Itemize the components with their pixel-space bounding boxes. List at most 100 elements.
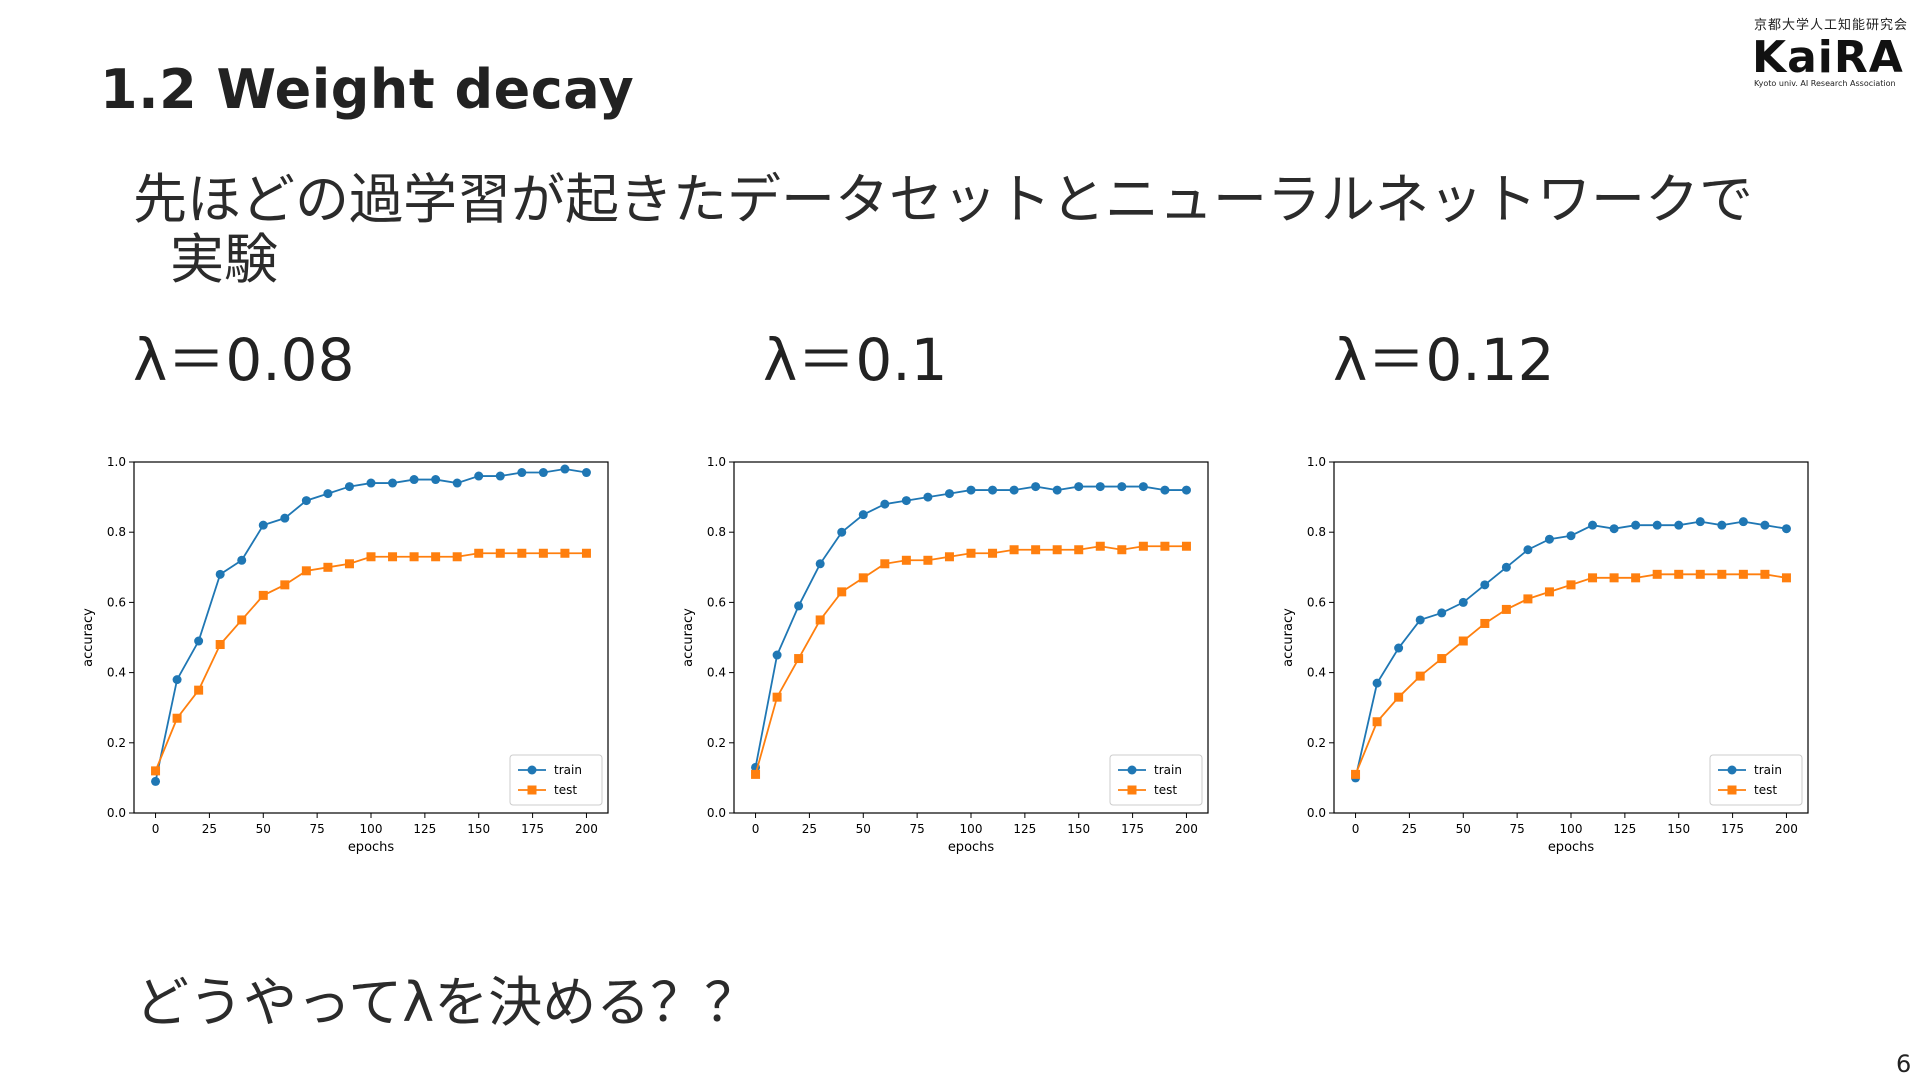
data-point-train <box>409 475 419 485</box>
y-tick-label: 0.6 <box>1307 595 1326 609</box>
data-point-test <box>1160 541 1170 551</box>
data-point-train <box>944 489 954 499</box>
series-line-train <box>1354 520 1787 779</box>
y-tick-label: 0.8 <box>107 525 126 539</box>
data-point-test <box>215 640 225 650</box>
data-point-test <box>1117 545 1127 555</box>
data-point-train <box>1117 482 1127 492</box>
accuracy-chart-2: 0.0 0.2 0.4 0.6 0.8 1.0 0 25 50 75 100 125 150 175 200… <box>678 440 1238 870</box>
data-point-test <box>837 587 847 597</box>
y-axis-label: accuracy <box>81 608 96 667</box>
x-tick-label: 150 <box>467 822 490 836</box>
data-point-train <box>194 636 204 646</box>
x-tick-label: 125 <box>1613 822 1636 836</box>
data-point-train <box>1181 485 1191 495</box>
data-point-train <box>880 499 890 509</box>
y-tick-label: 0.4 <box>707 666 726 680</box>
data-point-train <box>151 776 161 786</box>
x-tick-label: 50 <box>1456 822 1471 836</box>
data-point-train <box>1695 517 1705 527</box>
data-point-test <box>1523 594 1533 604</box>
data-point-test <box>1351 769 1361 779</box>
x-tick-label: 75 <box>309 822 324 836</box>
data-point-test <box>301 566 311 576</box>
data-point-train <box>858 510 868 520</box>
data-point-test <box>452 552 462 562</box>
data-point-train <box>772 650 782 660</box>
data-point-test <box>944 552 954 562</box>
data-point-train <box>1501 562 1511 572</box>
data-point-train <box>1052 485 1062 495</box>
lambda-label-3: λ＝0.12 <box>1333 326 1555 394</box>
data-point-test <box>1781 573 1791 583</box>
data-point-test <box>194 685 204 695</box>
x-tick-label: 125 <box>413 822 436 836</box>
data-point-train <box>1480 580 1490 590</box>
y-tick-label: 0.0 <box>107 806 126 820</box>
x-tick-label: 100 <box>360 822 383 836</box>
x-tick-label: 25 <box>1402 822 1417 836</box>
x-tick-label: 150 <box>1667 822 1690 836</box>
data-point-test <box>772 692 782 702</box>
data-point-test <box>1760 569 1770 579</box>
x-tick-label: 200 <box>1775 822 1798 836</box>
data-point-test <box>538 548 548 558</box>
data-point-test <box>1437 654 1447 664</box>
y-tick-label: 0.8 <box>707 525 726 539</box>
data-point-train <box>966 485 976 495</box>
x-tick-label: 50 <box>256 822 271 836</box>
data-point-train <box>388 478 398 488</box>
data-point-test <box>474 548 484 558</box>
data-point-test <box>1695 569 1705 579</box>
data-point-test <box>1717 569 1727 579</box>
data-point-test <box>1501 604 1511 614</box>
data-point-test <box>495 548 505 558</box>
x-tick-label: 25 <box>802 822 817 836</box>
y-tick-label: 0.0 <box>707 806 726 820</box>
data-point-train <box>172 675 182 685</box>
data-point-train <box>1437 608 1447 618</box>
data-point-train <box>1160 485 1170 495</box>
data-point-test <box>1095 541 1105 551</box>
data-point-train <box>837 527 847 537</box>
data-point-train <box>794 601 804 611</box>
data-point-train <box>215 569 225 579</box>
data-point-test <box>1181 541 1191 551</box>
data-point-test <box>1544 587 1554 597</box>
slide-title: 1.2 Weight decay <box>100 58 635 121</box>
data-point-test <box>1074 545 1084 555</box>
data-point-train <box>923 492 933 502</box>
y-tick-label: 1.0 <box>1307 455 1326 469</box>
data-point-train <box>1717 520 1727 530</box>
legend-label-train: train <box>554 763 582 777</box>
body-line-1: 先ほどの過学習が起きたデータセットとニューラルネットワークで <box>133 168 1753 231</box>
data-point-test <box>1031 545 1041 555</box>
y-tick-label: 0.2 <box>707 736 726 750</box>
data-point-train <box>1609 524 1619 534</box>
data-point-test <box>966 548 976 558</box>
legend-label-train: train <box>1154 763 1182 777</box>
data-point-test <box>794 654 804 664</box>
data-point-train <box>452 478 462 488</box>
x-tick-label: 175 <box>521 822 544 836</box>
data-point-test <box>1052 545 1062 555</box>
data-point-test <box>388 552 398 562</box>
question-text: どうやってλを決める？？ <box>135 971 759 1034</box>
data-point-test <box>1609 573 1619 583</box>
data-point-train <box>1631 520 1641 530</box>
data-point-train <box>1588 520 1598 530</box>
x-tick-label: 150 <box>1067 822 1090 836</box>
series-line-train <box>154 468 587 782</box>
x-tick-label: 50 <box>856 822 871 836</box>
data-point-test <box>323 562 333 572</box>
data-point-train <box>560 464 570 474</box>
data-point-test <box>923 555 933 565</box>
data-point-train <box>1760 520 1770 530</box>
data-point-test <box>1458 636 1468 646</box>
data-point-test <box>258 590 268 600</box>
data-point-train <box>1544 534 1554 544</box>
data-point-test <box>1415 671 1425 681</box>
data-point-train <box>538 468 548 478</box>
data-point-train <box>1674 520 1684 530</box>
data-point-train <box>1031 482 1041 492</box>
